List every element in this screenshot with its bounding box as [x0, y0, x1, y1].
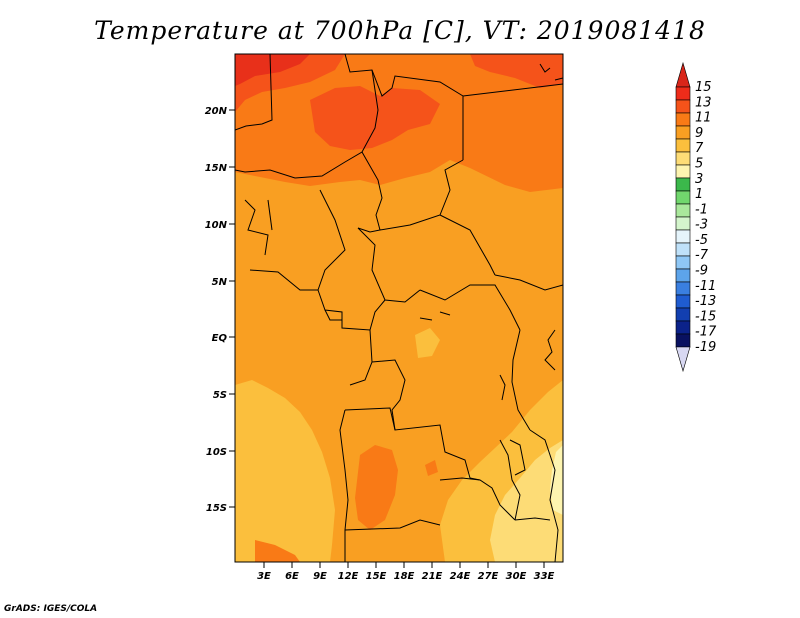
colorbar-segment [675, 281, 691, 296]
colorbar-label: -5 [695, 233, 708, 248]
map-frame [234, 53, 564, 563]
lon-label: 15E [366, 571, 387, 582]
colorbar-segment [675, 164, 691, 179]
colorbar-segment [675, 242, 691, 257]
colorbar-label: 9 [695, 126, 703, 141]
lon-label: 9E [313, 571, 327, 582]
colorbar-label: -7 [695, 248, 709, 263]
field-3-5-coast [550, 445, 563, 515]
colorbar-segment [675, 86, 691, 101]
colorbar-label: 7 [695, 141, 704, 156]
colorbar-top-triangle [675, 61, 691, 88]
colorbar-segment [675, 203, 691, 218]
country-boundaries [235, 54, 563, 562]
colorbar-label: -1 [695, 202, 708, 217]
colorbar-segment [675, 151, 691, 166]
field-7-9-west [235, 380, 335, 562]
colorbar-label: 3 [695, 172, 703, 187]
colorbar-segment [675, 229, 691, 244]
colorbar-segment [675, 99, 691, 114]
colorbar-segment [675, 320, 691, 335]
credit-text: GrADS: IGES/COLA [4, 604, 98, 614]
colorbar-segment [675, 138, 691, 153]
colorbar-label: -3 [695, 218, 708, 233]
colorbar-label: 1 [695, 187, 703, 202]
lat-label: 10N [205, 220, 228, 231]
lon-label: 12E [338, 571, 359, 582]
lat-label: EQ [212, 333, 228, 344]
colorbar-segment [675, 333, 691, 348]
lat-label: 15N [205, 163, 228, 174]
colorbar-segment [675, 177, 691, 192]
colorbar-segment [675, 112, 691, 127]
colorbar-segment [675, 125, 691, 140]
colorbar-label: -15 [695, 309, 716, 324]
colorbar-label: 11 [695, 111, 712, 126]
field-7-9-centre [415, 328, 440, 358]
lon-label: 21E [422, 571, 443, 582]
lon-label: 6E [285, 571, 299, 582]
colorbar-label: -17 [695, 325, 717, 340]
field-13-15-centre-north [310, 86, 440, 150]
colorbar-segment [675, 307, 691, 322]
colorbar-label: -11 [695, 279, 716, 294]
field-11-13-angola [355, 445, 398, 530]
lon-label: 18E [394, 571, 415, 582]
colorbar-label: -13 [695, 294, 716, 309]
field-15-plus-nw [235, 54, 310, 86]
colorbar-segment [675, 216, 691, 231]
colorbar-label: -9 [695, 264, 708, 279]
lat-label: 5S [213, 390, 227, 401]
lat-label: 15S [206, 503, 227, 514]
lat-label: 20N [205, 106, 228, 117]
colorbar-label: -19 [695, 340, 716, 355]
colorbar-segment [675, 255, 691, 270]
colorbar-segment [675, 294, 691, 309]
lat-label: 10S [206, 447, 227, 458]
lat-label: 5N [212, 277, 228, 288]
lon-label: 27E [478, 571, 499, 582]
colorbar-label: 13 [695, 95, 712, 110]
field-11-13-sw [255, 540, 300, 562]
field-13-15-ne [470, 54, 563, 88]
colorbar-bottom-triangle [675, 346, 691, 373]
colorbar-segment [675, 190, 691, 205]
latitude-axis: 20N 15N 10N 5N EQ 5S 10S 15S [205, 106, 235, 514]
colorbar-label: 15 [695, 80, 712, 95]
field-11-13-central [425, 460, 438, 476]
map-title: Temperature at 700hPa [C], VT: 201908141… [94, 16, 706, 45]
longitude-axis: 3E 6E 9E 12E 15E 18E 21E 24E 27E 30E 33E [257, 562, 555, 582]
colorbar-segment [675, 268, 691, 283]
lon-label: 33E [534, 571, 555, 582]
colorbar-label: 5 [695, 156, 703, 171]
field-5-7-southeast [490, 440, 563, 562]
lon-label: 3E [257, 571, 271, 582]
lon-label: 30E [506, 571, 527, 582]
lon-label: 24E [450, 571, 471, 582]
